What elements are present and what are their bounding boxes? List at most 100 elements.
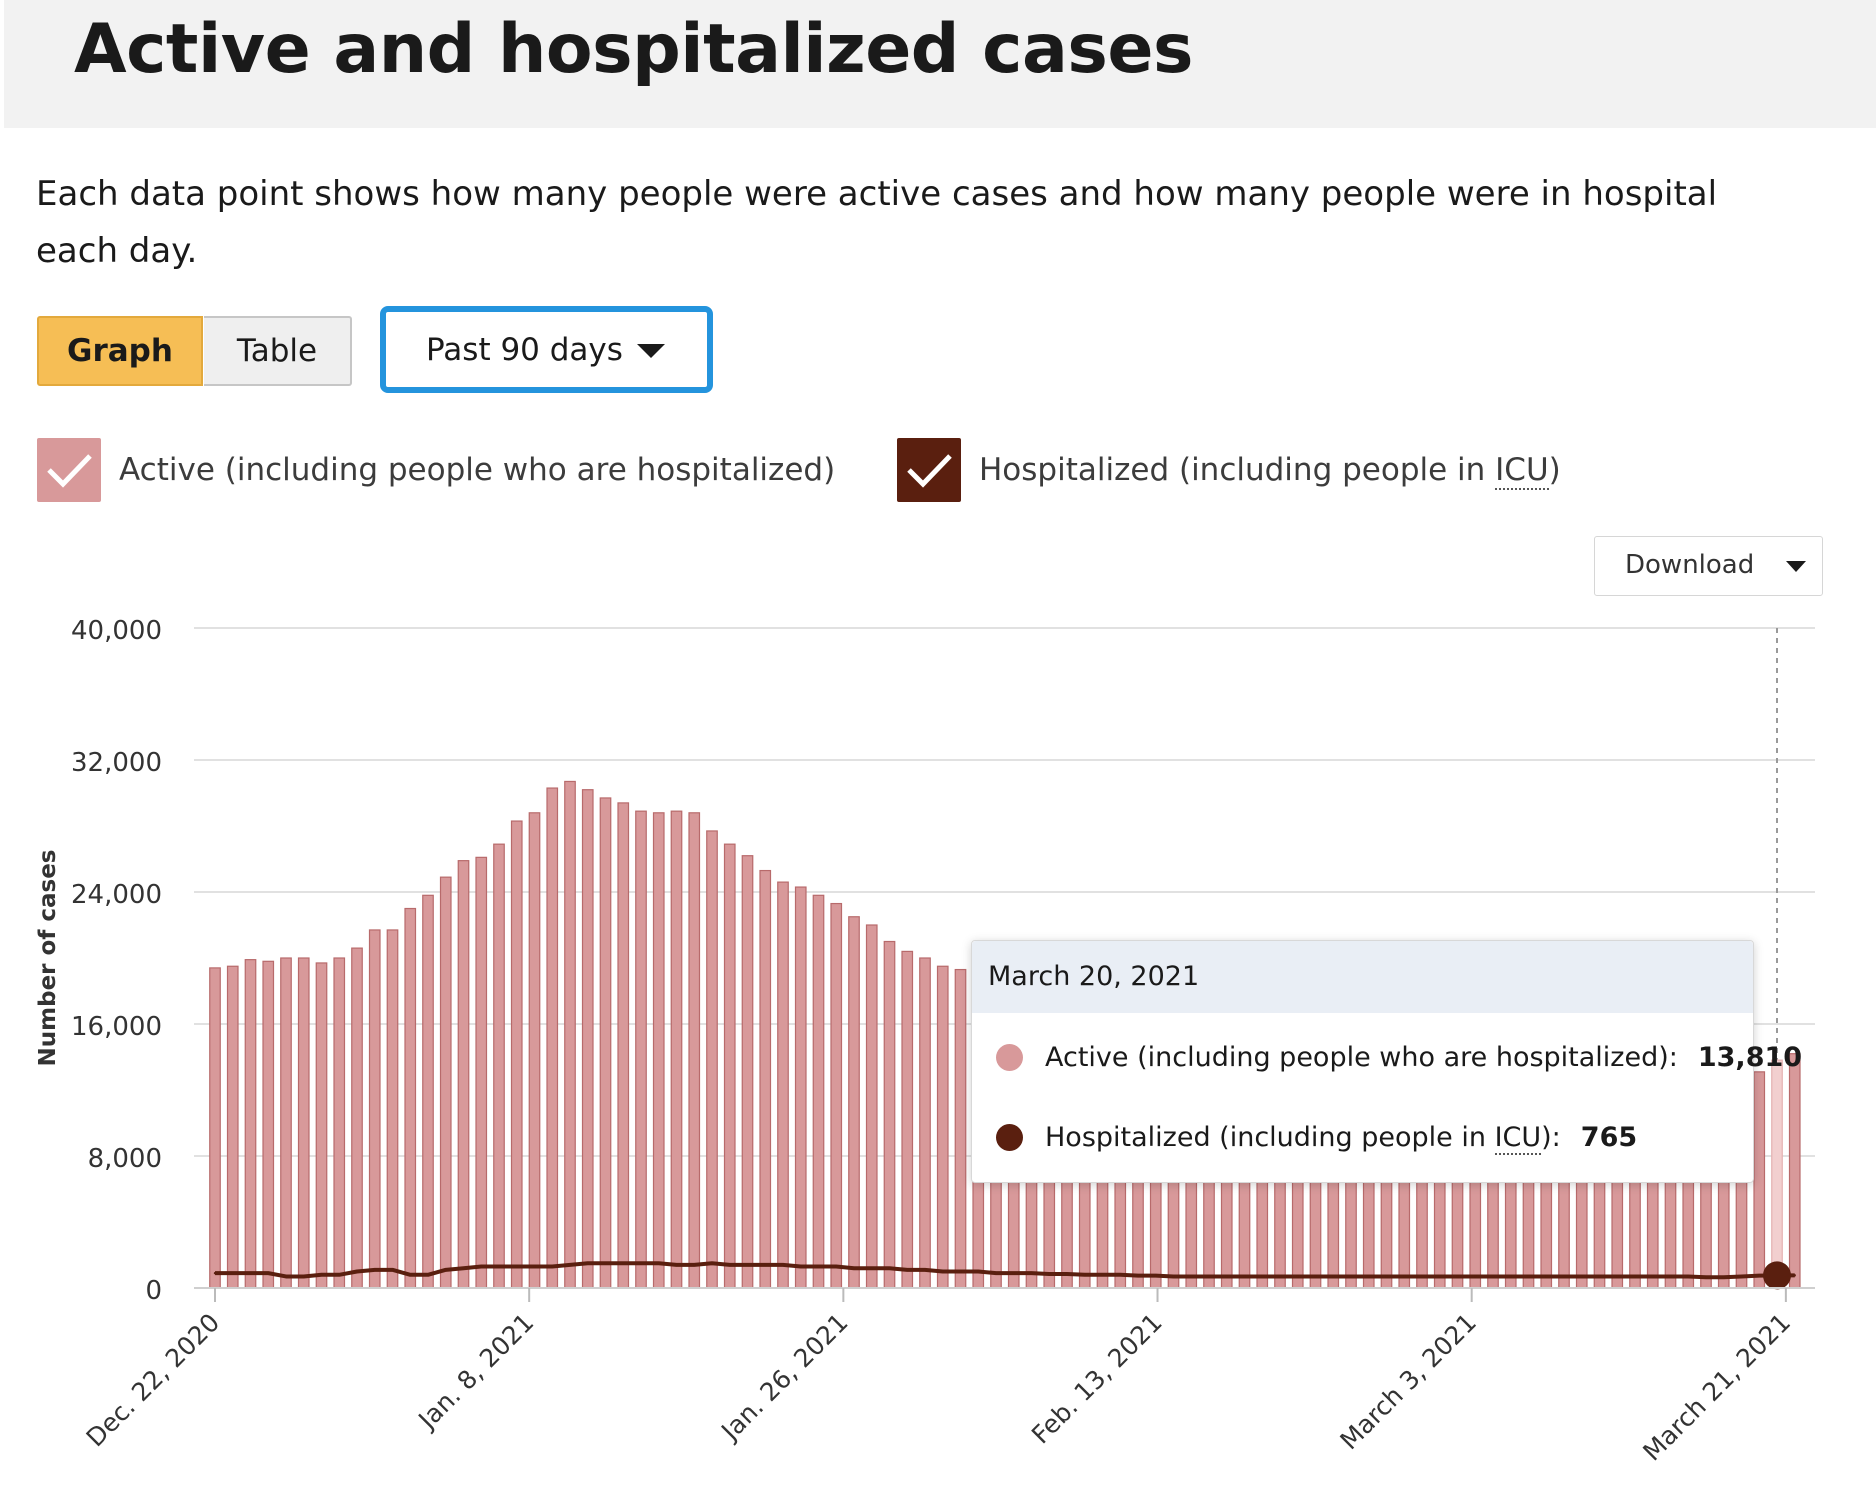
hospitalized-point <box>426 1273 430 1277</box>
active-bar <box>741 855 754 1289</box>
hospitalized-point <box>462 1267 465 1270</box>
download-button[interactable]: Download <box>1594 536 1823 596</box>
hospitalized-point <box>480 1265 483 1268</box>
date-range-select[interactable]: Past 90 days <box>380 306 713 393</box>
hospitalized-point <box>693 1263 696 1267</box>
tooltip-hosp-value: 765 <box>1580 1121 1638 1153</box>
hospitalized-point <box>1030 1271 1033 1275</box>
x-tick-label: March 3, 2021 <box>1334 1308 1481 1455</box>
y-axis-label: Number of cases <box>35 850 61 1067</box>
legend-toggle-hospitalized[interactable]: Hospitalized (including people in ICU) <box>897 438 1561 502</box>
legend-label-hospitalized: Hospitalized (including people in ICU) <box>979 452 1561 490</box>
y-tick-label: 0 <box>145 1276 162 1306</box>
y-tick-label: 24,000 <box>71 880 162 910</box>
active-bar <box>723 843 736 1289</box>
hospitalized-point <box>799 1265 802 1268</box>
active-bar <box>830 902 843 1289</box>
hospitalized-point <box>1048 1272 1051 1276</box>
active-bar <box>1788 1053 1801 1289</box>
hospitalized-point <box>888 1267 891 1270</box>
active-bar <box>777 881 789 1289</box>
active-bar <box>794 886 807 1289</box>
table-view-button[interactable]: Table <box>204 316 352 386</box>
active-bar <box>919 957 931 1289</box>
hospitalized-point <box>1349 1275 1353 1278</box>
hospitalized-point <box>533 1265 536 1268</box>
x-tick-label: March 21, 2021 <box>1637 1308 1796 1467</box>
hospitalized-point <box>1669 1275 1672 1278</box>
hospitalized-point <box>409 1273 412 1277</box>
hospitalized-point <box>1403 1275 1406 1278</box>
hospitalized-point <box>1225 1275 1228 1278</box>
hospitalized-point <box>1065 1272 1069 1276</box>
active-bar <box>617 802 630 1289</box>
hospitalized-point <box>302 1275 305 1278</box>
download-label: Download <box>1625 550 1755 580</box>
hospitalized-point <box>1633 1275 1637 1278</box>
active-bar <box>936 965 949 1289</box>
active-bar <box>315 962 328 1289</box>
active-bar <box>351 947 363 1289</box>
hospitalized-highlight-point <box>1763 1261 1791 1290</box>
hospitalized-point <box>444 1268 447 1272</box>
hospitalized-checkbox[interactable] <box>897 438 961 502</box>
hospitalized-point <box>852 1267 856 1270</box>
hospitalized-point <box>1474 1275 1477 1278</box>
hospitalized-point <box>870 1267 873 1270</box>
hospitalized-point <box>941 1270 944 1273</box>
hospitalized-point <box>1172 1275 1175 1278</box>
active-bar <box>865 924 878 1289</box>
hospitalized-point <box>639 1262 643 1265</box>
active-checkbox[interactable] <box>37 438 101 502</box>
page-title: Active and hospitalized cases <box>74 10 1193 89</box>
hospitalized-point <box>604 1262 607 1265</box>
active-bar <box>670 810 683 1289</box>
y-tick-label: 16,000 <box>71 1012 162 1042</box>
y-tick-label: 32,000 <box>71 748 162 778</box>
hospitalized-point <box>1314 1275 1317 1278</box>
hospitalized-point <box>710 1262 714 1265</box>
active-bar <box>688 812 701 1289</box>
hospitalized-point <box>249 1271 252 1275</box>
hospitalized-point <box>728 1263 731 1267</box>
hospitalized-point <box>1491 1275 1495 1278</box>
active-bar <box>209 967 221 1289</box>
active-bar <box>759 869 772 1289</box>
active-bar <box>901 950 914 1289</box>
hospitalized-point <box>267 1271 270 1275</box>
hospitalized-point <box>906 1268 909 1272</box>
hospitalized-point <box>1580 1275 1583 1278</box>
active-bar <box>244 959 257 1289</box>
hospitalized-point <box>1420 1275 1424 1278</box>
legend-toggle-active[interactable]: Active (including people who are hospita… <box>37 438 835 502</box>
hospitalized-point <box>497 1265 501 1268</box>
hospitalized-point <box>1243 1275 1246 1278</box>
checkmark-icon <box>47 454 92 488</box>
active-bar <box>528 812 541 1289</box>
active-bar <box>280 957 292 1289</box>
active-bar <box>333 957 346 1289</box>
active-bar <box>954 968 967 1289</box>
active-bar <box>883 940 896 1289</box>
hospitalized-point <box>1793 1274 1796 1277</box>
hospitalized-line <box>215 1261 1795 1280</box>
hospitalized-point <box>1101 1273 1104 1277</box>
legend-label-active: Active (including people who are hospita… <box>119 452 836 488</box>
active-bar <box>1771 1059 1783 1289</box>
hospitalized-point <box>1722 1276 1725 1279</box>
active-bar <box>652 812 665 1289</box>
date-range-value: Past 90 days <box>426 331 623 368</box>
page-header: Active and hospitalized cases <box>4 0 1876 128</box>
tooltip-hosp-label: Hospitalized (including people in ICU): <box>1045 1121 1561 1155</box>
checkmark-icon <box>907 454 952 488</box>
active-bar <box>457 860 470 1289</box>
graph-view-button[interactable]: Graph <box>37 316 203 386</box>
active-bar <box>848 916 860 1289</box>
active-bar <box>564 780 576 1289</box>
hospitalized-point <box>391 1268 394 1272</box>
hospitalized-point <box>1616 1275 1619 1278</box>
hospitalized-point <box>515 1265 518 1268</box>
active-bar <box>386 929 399 1289</box>
hospitalized-point <box>568 1263 572 1267</box>
hospitalized-point <box>1704 1276 1708 1279</box>
